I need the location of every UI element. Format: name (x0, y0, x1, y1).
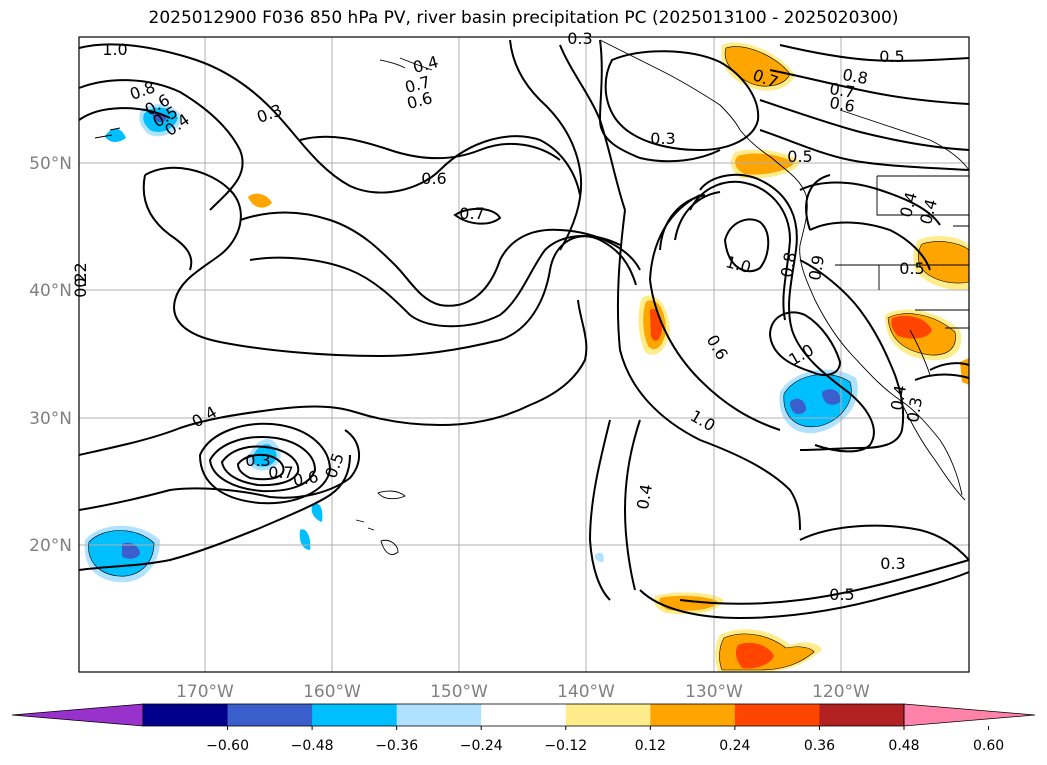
lat-label: 40°N (29, 281, 72, 301)
contour-label: 0.8 (777, 251, 800, 279)
map-frame (78, 36, 970, 673)
contour-labels: 1.00.80.60.50.40.30.40.70.60.30.70.80.70… (71, 29, 941, 604)
map-title: 2025012900 F036 850 hPa PV, river basin … (148, 8, 899, 28)
colorbar: −0.60 −0.48 −0.36 −0.24 −0.12 0.12 0.24 0.36 0.4… (11, 703, 1036, 754)
colorbar-tick-label: 0.36 (804, 738, 835, 754)
contour-label: 0.3 (245, 451, 270, 470)
contour-label: 0.2 (71, 272, 90, 297)
colorbar-tick-label: 0.60 (973, 738, 1004, 754)
colorbar-swatch (819, 704, 905, 726)
lon-label: 150°W (430, 682, 488, 702)
precip-outline (88, 46, 970, 671)
colorbar-tick-label: −0.36 (375, 738, 418, 754)
colorbar-swatch (481, 704, 567, 726)
lon-label: 120°W (812, 682, 870, 702)
contour-label: 0.5 (787, 147, 812, 166)
colorbar-swatch (396, 704, 482, 726)
contour-label: 0.9 (805, 254, 828, 282)
colorbar-tick-label: −0.48 (291, 738, 334, 754)
contour-label: 0.3 (567, 29, 592, 48)
lat-label: 50°N (29, 154, 72, 174)
contour-label: 0.7 (459, 204, 484, 223)
contour-label: 0.3 (650, 129, 675, 148)
contour-label: 0.8 (841, 65, 869, 88)
lat-labels: 50°N 40°N 30°N 20°N (29, 154, 72, 556)
contour-label: 0.4 (887, 384, 910, 412)
colorbar-swatch (312, 704, 398, 726)
lon-label: 170°W (176, 682, 234, 702)
colorbar-swatch (650, 704, 736, 726)
colorbar-tick-label: 0.48 (888, 738, 919, 754)
lon-label: 160°W (303, 682, 361, 702)
gridlines (79, 37, 969, 672)
colorbar-swatch (227, 704, 313, 726)
contour-label: 0.6 (828, 93, 856, 116)
lat-label: 20°N (29, 536, 72, 556)
contour-label: 0.3 (903, 396, 926, 424)
colorbar-swatch (565, 704, 651, 726)
contour-label: 0.7 (828, 79, 856, 102)
map-panel: 1.00.80.60.50.40.30.40.70.60.30.70.80.70… (71, 29, 970, 673)
contour-label: 0.7 (268, 463, 293, 482)
coastlines (94, 39, 970, 555)
lon-label: 130°W (685, 682, 743, 702)
colorbar-tick-label: −0.60 (206, 738, 249, 754)
contour-label: 0.3 (880, 554, 905, 573)
lon-label: 140°W (557, 682, 615, 702)
contour-label: 0.6 (421, 169, 446, 188)
colorbar-tick-label: −0.12 (544, 738, 587, 754)
contour-label: 0.4 (633, 483, 656, 511)
colorbar-tick-label: −0.24 (460, 738, 503, 754)
pv-contours (78, 39, 970, 620)
contour-label: 1.0 (102, 40, 127, 59)
colorbar-extend-min (11, 703, 144, 727)
contour-label: 0.5 (879, 47, 904, 66)
colorbar-tick-label: 0.24 (719, 738, 750, 754)
contour-label: 0.2 (71, 262, 90, 287)
colorbar-frame (142, 703, 905, 727)
lon-labels: 170°W 160°W 150°W 140°W 130°W 120°W (176, 682, 870, 702)
contour-label: 0.5 (899, 259, 924, 278)
lat-label: 30°N (29, 409, 72, 429)
contour-label: 0.6 (292, 467, 320, 490)
colorbar-swatch (143, 704, 229, 726)
colorbar-tick-label: 0.12 (635, 738, 666, 754)
contour-label: 0.5 (829, 585, 854, 604)
colorbar-extend-max (903, 703, 1036, 727)
colorbar-swatch (734, 704, 820, 726)
